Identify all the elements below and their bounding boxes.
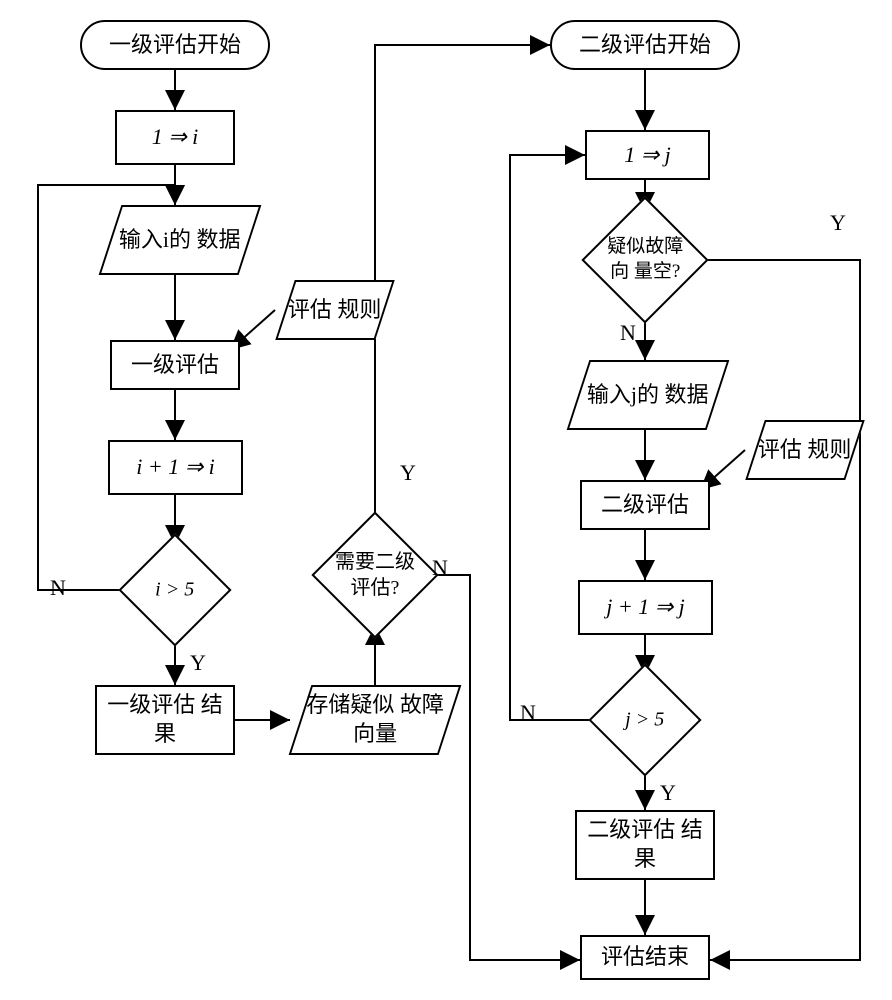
need-l2-label: 需要二级 评估? — [332, 549, 418, 601]
l1-init-process: 1 ⇒ i — [115, 110, 235, 165]
l1-start-terminator: 一级评估开始 — [80, 20, 270, 70]
edge-needl2-n: N — [432, 555, 448, 581]
l2-empty-label: 疑似故障向 量空? — [602, 235, 688, 284]
l1-inc-label: i + 1 ⇒ i — [136, 453, 215, 482]
l2-inc-label: j + 1 ⇒ j — [606, 593, 685, 622]
l2-inc-process: j + 1 ⇒ j — [578, 580, 713, 635]
edge-l1cond-y: Y — [190, 650, 206, 676]
l1-cond-label: i > 5 — [155, 577, 194, 603]
l2-cond-decision: j > 5 — [588, 663, 701, 776]
end-label: 评估结束 — [601, 943, 689, 972]
end-process: 评估结束 — [580, 935, 710, 980]
l1-cond-decision: i > 5 — [118, 533, 231, 646]
l2-init-label: 1 ⇒ j — [624, 141, 671, 170]
l2-empty-decision: 疑似故障向 量空? — [581, 196, 708, 323]
store-vec-io: 存储疑似 故障向量 — [289, 685, 462, 755]
edge-l2empty-n: N — [620, 320, 636, 346]
l2-eval-label: 二级评估 — [601, 491, 689, 520]
edge-l2cond-n: N — [520, 700, 536, 726]
l2-init-process: 1 ⇒ j — [585, 130, 710, 180]
l2-start-label: 二级评估开始 — [579, 31, 711, 60]
need-l2-decision: 需要二级 评估? — [311, 511, 438, 638]
l1-rules-io: 评估 规则 — [275, 280, 394, 340]
l2-input-label: 输入j的 数据 — [587, 381, 709, 410]
l2-eval-process: 二级评估 — [580, 480, 710, 530]
edge-needl2-y: Y — [400, 460, 416, 486]
l2-result-label: 二级评估 结果 — [577, 816, 713, 873]
l1-init-label: 1 ⇒ i — [152, 123, 199, 152]
edge-l2empty-y: Y — [830, 210, 846, 236]
l1-eval-process: 一级评估 — [110, 340, 240, 390]
l1-input-label: 输入i的 数据 — [119, 226, 241, 255]
l2-result-process: 二级评估 结果 — [575, 810, 715, 880]
edge-l2cond-y: Y — [660, 780, 676, 806]
l1-rules-label: 评估 规则 — [288, 296, 382, 325]
l1-eval-label: 一级评估 — [131, 351, 219, 380]
l2-start-terminator: 二级评估开始 — [550, 20, 740, 70]
l2-rules-label: 评估 规则 — [758, 436, 852, 465]
edge-l1cond-n: N — [50, 575, 66, 601]
l1-start-label: 一级评估开始 — [109, 31, 241, 60]
l1-result-label: 一级评估 结果 — [97, 691, 233, 748]
l1-inc-process: i + 1 ⇒ i — [108, 440, 243, 495]
l2-cond-label: j > 5 — [625, 707, 664, 733]
l2-input-io: 输入j的 数据 — [567, 360, 730, 430]
store-vec-label: 存储疑似 故障向量 — [302, 691, 448, 748]
l1-result-process: 一级评估 结果 — [95, 685, 235, 755]
l1-input-io: 输入i的 数据 — [99, 205, 262, 275]
l2-rules-io: 评估 规则 — [745, 420, 864, 480]
